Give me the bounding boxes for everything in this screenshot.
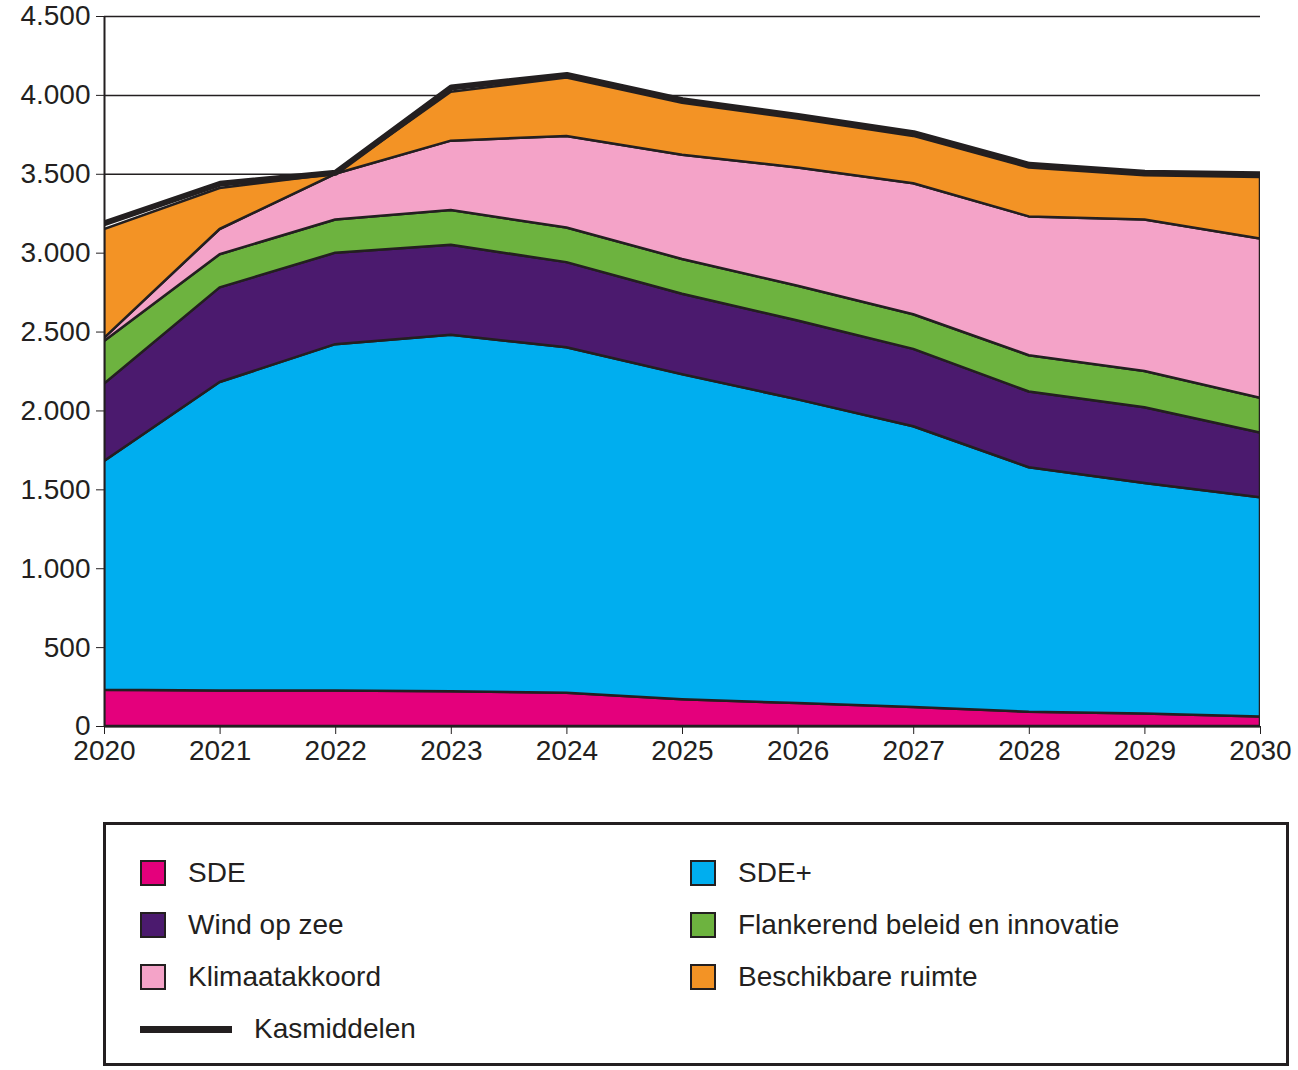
svg-text:2023: 2023 [420, 735, 482, 766]
svg-text:500: 500 [44, 632, 91, 663]
svg-text:2030: 2030 [1229, 735, 1291, 766]
svg-text:2026: 2026 [767, 735, 829, 766]
svg-text:1.500: 1.500 [20, 474, 90, 505]
svg-text:2025: 2025 [651, 735, 713, 766]
html-text:SDE+: SDE+ [738, 857, 812, 888]
svg-text:2.500: 2.500 [20, 316, 90, 347]
html-text:SDE: SDE [188, 857, 246, 888]
svg-text:2028: 2028 [998, 735, 1060, 766]
svg-text:2.000: 2.000 [20, 395, 90, 426]
html-text:Flankerend beleid en innovatie: Flankerend beleid en innovatie [738, 909, 1120, 940]
html-text:Wind op zee: Wind op zee [188, 909, 344, 940]
svg-text:1.000: 1.000 [20, 553, 90, 584]
svg-text:2020: 2020 [73, 735, 135, 766]
html-text:Beschikbare ruimte: Beschikbare ruimte [738, 961, 978, 992]
svg-text:0: 0 [74, 710, 91, 742]
svg-text:2021: 2021 [189, 735, 251, 766]
svg-text:2024: 2024 [536, 735, 598, 766]
html-text:Klimaatakkoord: Klimaatakkoord [188, 961, 381, 992]
svg-text:4.500: 4.500 [20, 0, 90, 31]
svg-text:4.000: 4.000 [20, 79, 90, 110]
svg-text:2022: 2022 [305, 735, 367, 766]
html-text:Kasmiddelen: Kasmiddelen [254, 1013, 416, 1044]
svg-text:2029: 2029 [1114, 735, 1176, 766]
svg-text:3.500: 3.500 [20, 158, 90, 189]
svg-text:3.000: 3.000 [20, 237, 90, 268]
svg-text:2027: 2027 [883, 735, 945, 766]
